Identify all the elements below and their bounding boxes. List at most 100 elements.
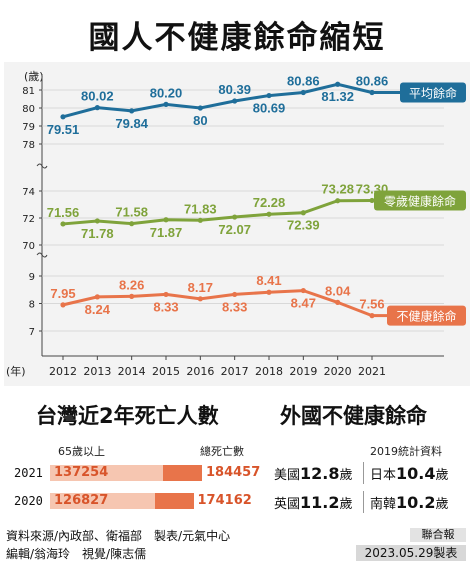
data-label: 79.51 — [47, 122, 80, 137]
data-label: 71.56 — [47, 205, 80, 220]
cell-divider — [363, 491, 364, 513]
data-point — [335, 198, 341, 204]
source-note: 資料來源/內政部、衛福部 製表/元氣中心 — [6, 529, 231, 543]
deaths-panel: 台灣近2年死亡人數 65歲以上 總死亡數 2021 137254 184457 202… — [4, 392, 262, 512]
col-total-label: 總死亡數 — [200, 445, 244, 458]
y-tick-label: 79 — [22, 122, 35, 133]
foreign-item: 美國12.8歲 — [274, 464, 353, 483]
over65-deaths-bar — [50, 465, 164, 481]
data-point — [266, 289, 272, 295]
data-label: 72.28 — [253, 195, 286, 210]
data-label: 80.69 — [253, 101, 286, 116]
country-name: 美國 — [274, 468, 301, 483]
y-tick-label: 9 — [29, 272, 35, 283]
y-tick-label: 70 — [22, 241, 35, 252]
data-point — [335, 299, 341, 305]
data-point — [300, 89, 306, 96]
data-point — [129, 293, 135, 299]
data-label: 8.04 — [325, 283, 351, 298]
x-tick-label: 2016 — [186, 365, 214, 378]
data-label: 73.28 — [321, 182, 354, 197]
data-label: 8.33 — [153, 299, 178, 314]
x-tick-label: 2015 — [152, 365, 180, 378]
data-point — [335, 81, 341, 87]
data-label: 8.24 — [85, 302, 111, 317]
over65-deaths-value: 126827 — [54, 493, 109, 508]
x-tick-label: 2021 — [358, 365, 386, 378]
data-point — [129, 221, 135, 227]
editor-note: 編輯/翁海玲 視覺/陳志儒 — [6, 547, 147, 561]
x-tick-label: 2019 — [289, 365, 317, 378]
data-point — [60, 302, 66, 308]
x-tick-label: 2014 — [118, 365, 146, 378]
country-unit: 歲 — [339, 497, 353, 512]
data-point — [197, 296, 203, 302]
foreign-item: 日本10.4歲 — [370, 464, 449, 483]
data-point — [266, 211, 272, 217]
country-value: 10.2 — [396, 493, 436, 512]
data-label: 80.39 — [218, 82, 251, 97]
series-name-2: 不健康餘命 — [396, 309, 456, 324]
data-point — [232, 98, 238, 104]
data-point — [60, 114, 66, 120]
data-label: 71.83 — [184, 201, 217, 216]
total-deaths-value: 184457 — [206, 465, 261, 480]
country-unit: 歲 — [339, 468, 353, 483]
data-label: 8.47 — [291, 296, 316, 311]
data-label: 80.86 — [356, 74, 389, 89]
x-tick-label: 2013 — [83, 365, 111, 378]
cell-divider — [363, 462, 364, 484]
series-line-1 — [62, 198, 373, 226]
y-tick-label: 80 — [22, 104, 35, 115]
series-tag-2 — [387, 305, 466, 326]
x-tick-label: 2012 — [49, 365, 77, 378]
foreign-item: 南韓10.2歲 — [370, 493, 449, 512]
chart-panel: (歲) 78 79 80 81 79.51 80.02 79.84 80.20 80 80.39 80… — [4, 62, 470, 386]
series-name-0: 平均餘命 — [409, 86, 457, 101]
data-point — [232, 214, 238, 220]
x-tick-label: 2020 — [324, 365, 352, 378]
foreign-panel: 外國不健康餘命 2019統計資料 美國12.8歲 日本10.4歲 英國11.2歲 南韓… — [266, 392, 470, 513]
over65-deaths-bar — [50, 493, 155, 509]
data-label: 7.56 — [359, 297, 384, 312]
series-line-0 — [62, 82, 373, 119]
data-point — [94, 105, 100, 111]
data-label: 71.78 — [81, 226, 114, 241]
data-label: 8.41 — [256, 273, 281, 288]
data-point — [197, 105, 203, 111]
data-point — [232, 291, 238, 298]
y-tick-label: 74 — [22, 187, 35, 198]
data-label: 80 — [193, 113, 207, 128]
y-tick-label: 8 — [29, 300, 35, 311]
country-unit: 歲 — [435, 497, 449, 512]
col-over65-label: 65歲以上 — [58, 445, 105, 458]
series-name-1: 零歲健康餘命 — [384, 193, 456, 208]
data-point — [129, 108, 135, 114]
foreign-note: 2019統計資料 — [370, 445, 442, 458]
data-label: 72.39 — [287, 218, 320, 233]
data-point — [266, 92, 272, 99]
data-label: 8.33 — [222, 299, 247, 314]
data-point — [163, 101, 169, 107]
data-label: 8.26 — [119, 277, 144, 292]
foreign-item: 英國11.2歲 — [274, 493, 353, 512]
country-name: 日本 — [370, 468, 397, 483]
y-tick-label: 7 — [29, 327, 35, 338]
data-label: 80.86 — [287, 74, 320, 89]
over65-deaths-value: 137254 — [54, 465, 109, 480]
data-point — [197, 217, 203, 223]
series-line-2 — [62, 289, 373, 318]
country-value: 12.8 — [300, 464, 340, 483]
data-label: 8.17 — [188, 280, 213, 295]
series-tag-1 — [374, 190, 466, 211]
y-axis-unit: (歲) — [24, 69, 44, 83]
data-label: 81.32 — [321, 89, 354, 104]
country-name: 南韓 — [370, 497, 397, 512]
data-label: 80.20 — [150, 85, 183, 100]
data-label: 79.84 — [115, 116, 148, 131]
y-tick-label: 72 — [22, 214, 35, 225]
death-row-year: 2020 — [14, 494, 43, 508]
series-tag-0 — [400, 82, 466, 103]
data-label: 80.02 — [81, 89, 114, 104]
